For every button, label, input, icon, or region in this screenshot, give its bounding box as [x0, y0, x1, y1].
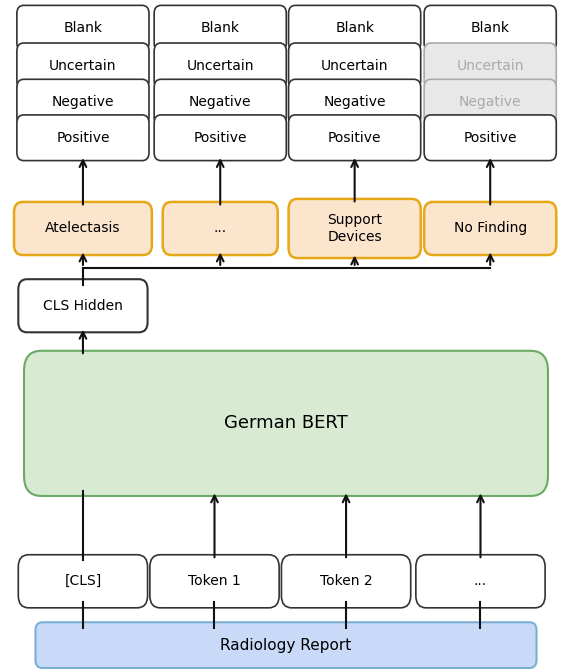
FancyBboxPatch shape	[154, 115, 286, 161]
Text: Positive: Positive	[56, 131, 110, 144]
Text: Negative: Negative	[323, 95, 386, 109]
FancyBboxPatch shape	[424, 79, 556, 125]
FancyBboxPatch shape	[154, 5, 286, 51]
FancyBboxPatch shape	[18, 280, 148, 332]
FancyBboxPatch shape	[162, 202, 277, 255]
FancyBboxPatch shape	[17, 79, 149, 125]
Text: Blank: Blank	[471, 22, 510, 35]
FancyBboxPatch shape	[35, 622, 537, 668]
Text: Positive: Positive	[328, 131, 382, 144]
FancyBboxPatch shape	[17, 115, 149, 161]
FancyBboxPatch shape	[288, 43, 420, 89]
Text: Positive: Positive	[193, 131, 247, 144]
Text: Support
Devices: Support Devices	[327, 213, 382, 244]
Text: Token 2: Token 2	[320, 575, 372, 588]
Text: [CLS]: [CLS]	[64, 575, 102, 588]
Text: No Finding: No Finding	[454, 222, 527, 235]
Text: Atelectasis: Atelectasis	[45, 222, 121, 235]
Text: Positive: Positive	[463, 131, 517, 144]
Text: Uncertain: Uncertain	[186, 59, 254, 73]
Text: CLS Hidden: CLS Hidden	[43, 299, 123, 312]
FancyBboxPatch shape	[424, 5, 556, 51]
Text: Uncertain: Uncertain	[456, 59, 524, 73]
FancyBboxPatch shape	[288, 79, 420, 125]
Text: Negative: Negative	[459, 95, 522, 109]
FancyBboxPatch shape	[17, 5, 149, 51]
Text: Uncertain: Uncertain	[49, 59, 117, 73]
Text: ...: ...	[214, 222, 227, 235]
FancyBboxPatch shape	[416, 555, 545, 607]
Text: Negative: Negative	[51, 95, 114, 109]
FancyBboxPatch shape	[288, 5, 420, 51]
FancyBboxPatch shape	[154, 43, 286, 89]
Text: Blank: Blank	[335, 22, 374, 35]
FancyBboxPatch shape	[150, 555, 279, 607]
FancyBboxPatch shape	[424, 115, 556, 161]
FancyBboxPatch shape	[18, 555, 148, 607]
Text: Blank: Blank	[201, 22, 240, 35]
Text: Uncertain: Uncertain	[321, 59, 388, 73]
Text: Blank: Blank	[63, 22, 102, 35]
Text: Token 1: Token 1	[188, 575, 241, 588]
FancyBboxPatch shape	[424, 43, 556, 89]
FancyBboxPatch shape	[288, 199, 420, 258]
FancyBboxPatch shape	[281, 555, 411, 607]
FancyBboxPatch shape	[424, 202, 556, 255]
Text: Radiology Report: Radiology Report	[220, 638, 352, 653]
Text: German BERT: German BERT	[224, 415, 348, 432]
FancyBboxPatch shape	[14, 202, 152, 255]
FancyBboxPatch shape	[17, 43, 149, 89]
Text: Negative: Negative	[189, 95, 252, 109]
FancyBboxPatch shape	[24, 351, 548, 496]
Text: ...: ...	[474, 575, 487, 588]
FancyBboxPatch shape	[288, 115, 420, 161]
FancyBboxPatch shape	[154, 79, 286, 125]
